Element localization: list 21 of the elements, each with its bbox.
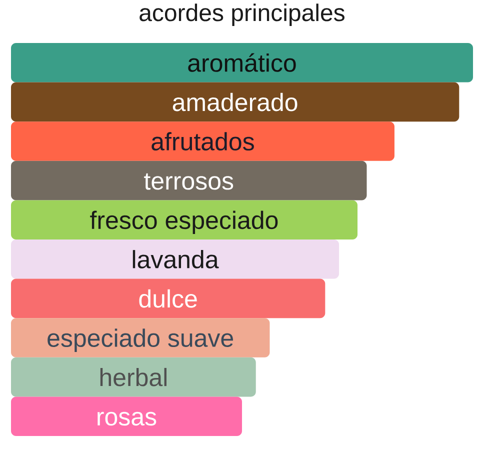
y-tick-label: amaderado (172, 92, 298, 112)
y-tick-label: afrutados (152, 132, 254, 151)
y-tick-label: dulce (139, 289, 197, 308)
chart-title: acordes principales (140, 4, 344, 26)
bar (11, 278, 326, 318)
bar (11, 160, 367, 200)
y-tick-label: herbal (100, 368, 166, 386)
y-tick-label: lavanda (132, 250, 219, 268)
bar (11, 122, 394, 161)
y-tick-label: aromático (188, 53, 296, 72)
bar (11, 240, 340, 279)
y-tick-label: especiado suave (48, 328, 234, 352)
y-tick-label: terrosos (144, 173, 234, 190)
bar (11, 318, 270, 358)
bar (11, 396, 242, 436)
y-tick-label: rosas (98, 412, 156, 426)
bar (11, 82, 460, 122)
bar (11, 200, 358, 240)
bar (11, 43, 474, 82)
y-tick-label: fresco especiado (90, 210, 278, 234)
bar (11, 357, 256, 397)
